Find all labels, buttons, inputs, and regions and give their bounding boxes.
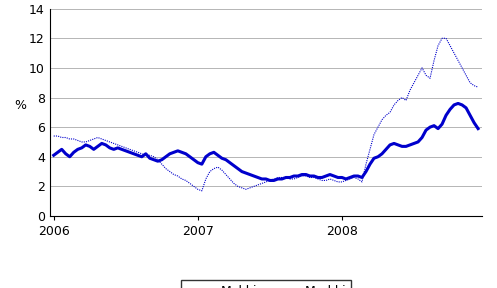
Line: Markki: Markki xyxy=(54,38,478,191)
Markki xyxy=(395,99,401,102)
Mekki xyxy=(375,155,381,158)
Mekki xyxy=(267,179,273,182)
Mekki xyxy=(475,127,481,130)
Markki xyxy=(179,177,185,181)
Mekki xyxy=(395,143,401,147)
Markki xyxy=(439,37,445,40)
Markki xyxy=(199,189,205,193)
Markki xyxy=(475,86,481,89)
Mekki xyxy=(455,102,461,105)
Markki xyxy=(51,134,57,138)
Mekki xyxy=(451,103,457,107)
Y-axis label: %: % xyxy=(14,99,27,112)
Markki xyxy=(375,125,381,129)
Markki xyxy=(455,59,461,62)
Mekki xyxy=(355,174,361,178)
Legend: Mekki, Markki: Mekki, Markki xyxy=(180,280,351,288)
Mekki xyxy=(431,124,437,127)
Markki xyxy=(431,59,437,62)
Markki xyxy=(355,177,361,181)
Mekki xyxy=(51,154,57,157)
Mekki xyxy=(179,151,185,154)
Line: Mekki: Mekki xyxy=(54,103,478,181)
